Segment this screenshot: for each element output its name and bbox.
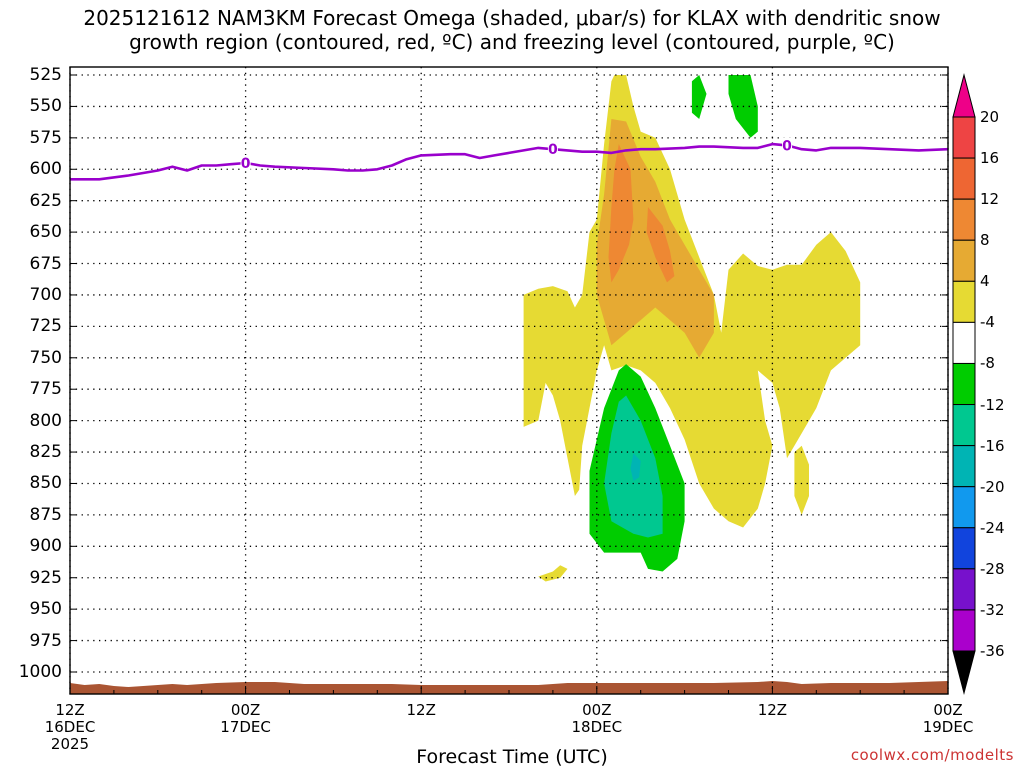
y-tick-label-725: 725 — [29, 316, 62, 337]
y-tick-label-575: 575 — [29, 127, 62, 148]
colorbar-segment-1 — [952, 157, 976, 200]
y-tick-label-600: 600 — [29, 159, 62, 180]
omega-region-7 — [691, 75, 707, 119]
colorbar-segment-10 — [952, 527, 976, 570]
chart-title-line-2: growth region (contoured, red, ºC) and f… — [129, 30, 895, 54]
colorbar-segment-3 — [952, 239, 976, 282]
colorbar-label-6: -8 — [980, 354, 995, 373]
y-tick-label-900: 900 — [29, 536, 62, 557]
colorbar-top-arrow — [952, 73, 976, 118]
colorbar-label-5: -4 — [980, 313, 995, 332]
colorbar-segment-2 — [952, 198, 976, 241]
freezing-label-bg-1 — [547, 141, 558, 158]
y-tick-label-775: 775 — [29, 379, 62, 400]
colorbar-segment-12 — [952, 609, 976, 652]
colorbar-label-0: 20 — [980, 108, 1000, 126]
x-tick-label-0-1: 12Z — [55, 701, 85, 719]
y-tick-label-675: 675 — [29, 253, 62, 274]
colorbar-label-9: -20 — [980, 477, 1005, 496]
y-tick-label-875: 875 — [29, 504, 62, 525]
x-tick-label-2-1: 12Z — [406, 701, 436, 719]
x-tick-label-1-1: 00Z — [230, 701, 261, 719]
freezing-level-label-0: 0 — [241, 156, 251, 172]
chart-title-line-1: 2025121612 NAM3KM Forecast Omega (shaded… — [83, 6, 941, 30]
site-credit[interactable]: coolwx.com/modelts — [850, 746, 1014, 764]
y-tick-label-975: 975 — [29, 630, 62, 651]
x-tick-label-0-3: 2025 — [50, 735, 90, 753]
y-tick-label-925: 925 — [29, 567, 62, 588]
x-axis-title: Forecast Time (UTC) — [416, 746, 608, 768]
colorbar-segment-4 — [952, 280, 976, 323]
colorbar-segment-8 — [952, 445, 976, 488]
x-tick-label-3-1: 00Z — [582, 701, 612, 719]
colorbar-label-1: 16 — [980, 149, 1000, 168]
y-tick-label-850: 850 — [29, 473, 62, 494]
x-tick-label-5-2: 19DEC — [922, 718, 974, 736]
colorbar-bottom-arrow — [952, 650, 976, 695]
colorbar-segment-6 — [952, 362, 976, 406]
colorbar-label-13: -36 — [980, 642, 1005, 660]
colorbar-label-3: 8 — [980, 231, 990, 250]
x-tick-label-1-2: 17DEC — [220, 718, 271, 736]
colorbar-label-4: 4 — [980, 272, 990, 291]
colorbar-label-7: -12 — [980, 395, 1005, 414]
colorbar-segment-0 — [952, 116, 976, 159]
freezing-label-bg-0 — [240, 154, 251, 171]
omega-region-10 — [630, 453, 641, 481]
omega-region-1 — [794, 445, 809, 515]
freezing-level-line — [70, 142, 949, 181]
colorbar-label-8: -16 — [980, 436, 1005, 455]
colorbar-label-10: -24 — [980, 518, 1005, 537]
colorbar-label-11: -28 — [980, 559, 1005, 578]
x-tick-label-3-2: 18DEC — [571, 718, 623, 736]
y-tick-label-825: 825 — [29, 442, 62, 463]
omega-region-4 — [608, 144, 634, 283]
y-tick-label-700: 700 — [29, 284, 62, 305]
freezing-label-bg-2 — [782, 137, 793, 154]
colorbar-segment-7 — [952, 404, 976, 447]
y-tick-label-750: 750 — [29, 347, 62, 368]
plot-frame — [69, 66, 949, 695]
colorbar-label-12: -32 — [980, 600, 1005, 619]
y-tick-label-1000: 1000 — [18, 662, 62, 682]
y-tick-label-650: 650 — [29, 222, 62, 243]
x-tick-label-5-1: 00Z — [933, 701, 963, 719]
colorbar-label-2: 12 — [980, 190, 1000, 209]
colorbar-segment-9 — [952, 486, 976, 529]
colorbar-segment-11 — [952, 568, 976, 611]
x-tick-label-4-1: 12Z — [757, 701, 788, 719]
y-tick-label-550: 550 — [29, 96, 62, 117]
y-tick-label-800: 800 — [29, 410, 62, 431]
y-tick-label-625: 625 — [29, 190, 62, 211]
y-tick-label-525: 525 — [29, 65, 62, 85]
colorbar-segment-5 — [952, 321, 976, 364]
freezing-level-label-1: 0 — [548, 142, 558, 158]
freezing-level-label-2: 0 — [782, 138, 792, 154]
x-tick-label-0-2: 16DEC — [44, 718, 96, 736]
y-tick-label-950: 950 — [29, 599, 62, 620]
